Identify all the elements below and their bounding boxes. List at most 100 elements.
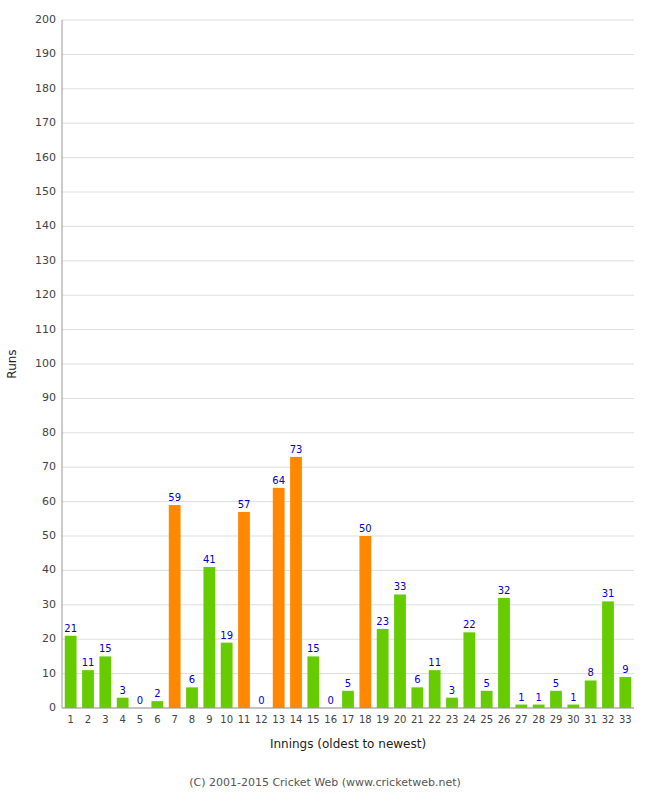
- bar: [151, 701, 163, 708]
- grid-line: [62, 604, 634, 605]
- data-label: 5: [553, 678, 559, 689]
- y-tick-label: 170: [35, 116, 56, 129]
- grid-line: [62, 570, 634, 571]
- x-tick-label: 12: [255, 714, 268, 725]
- bar: [273, 488, 285, 708]
- y-tick-label: 130: [35, 254, 56, 267]
- grid-line: [62, 501, 634, 502]
- bar: [585, 680, 597, 708]
- data-label: 15: [307, 643, 320, 654]
- data-label: 32: [498, 585, 511, 596]
- data-label: 22: [463, 619, 476, 630]
- data-label: 9: [622, 664, 628, 675]
- bar: [619, 677, 631, 708]
- x-tick-label: 5: [137, 714, 143, 725]
- x-tick-label: 30: [567, 714, 580, 725]
- y-tick-label: 70: [42, 460, 56, 473]
- bar: [117, 698, 129, 708]
- y-axis: 0102030405060708090100110120130140150160…: [35, 13, 56, 714]
- data-label: 3: [119, 685, 125, 696]
- y-tick-label: 190: [35, 47, 56, 60]
- grid-line: [62, 157, 634, 158]
- data-labels: 2111153025964119570647315055023336113225…: [64, 444, 628, 706]
- y-tick-label: 20: [42, 632, 56, 645]
- data-label: 64: [272, 475, 285, 486]
- data-label: 0: [137, 695, 143, 706]
- x-axis: 1234567891011121314151617181920212223242…: [67, 714, 631, 725]
- x-tick-label: 18: [359, 714, 372, 725]
- y-tick-label: 140: [35, 219, 56, 232]
- data-label: 73: [290, 444, 303, 455]
- grid-line: [62, 226, 634, 227]
- bar: [203, 567, 215, 708]
- footer: (C) 2001-2015 Cricket Web (www.cricketwe…: [189, 776, 461, 789]
- x-tick-label: 17: [342, 714, 355, 725]
- x-tick-label: 8: [189, 714, 195, 725]
- data-label: 50: [359, 523, 372, 534]
- data-label: 6: [414, 674, 420, 685]
- grid-line: [62, 708, 634, 709]
- grid-line: [62, 536, 634, 537]
- y-tick-label: 100: [35, 357, 56, 370]
- data-label: 5: [345, 678, 351, 689]
- x-tick-label: 19: [376, 714, 389, 725]
- x-axis-line: [62, 708, 634, 709]
- bar: [429, 670, 441, 708]
- data-label: 0: [258, 695, 264, 706]
- y-tick-label: 120: [35, 288, 56, 301]
- x-tick-label: 14: [290, 714, 303, 725]
- bar: [65, 636, 77, 708]
- x-axis-label: Innings (oldest to newest): [270, 737, 426, 751]
- grid-line: [62, 364, 634, 365]
- data-label: 41: [203, 554, 216, 565]
- grid-line: [62, 20, 634, 21]
- y-tick-label: 80: [42, 426, 56, 439]
- y-tick-label: 30: [42, 598, 56, 611]
- y-tick-label: 40: [42, 563, 56, 576]
- grid: [62, 20, 634, 708]
- x-tick-label: 7: [171, 714, 177, 725]
- grid-line: [62, 398, 634, 399]
- x-tick-label: 27: [515, 714, 528, 725]
- y-tick-label: 160: [35, 151, 56, 164]
- y-tick-label: 150: [35, 185, 56, 198]
- x-tick-label: 25: [480, 714, 493, 725]
- y-tick-label: 200: [35, 13, 56, 26]
- x-tick-label: 9: [206, 714, 212, 725]
- bars: [65, 457, 631, 708]
- bar: [411, 687, 423, 708]
- bar: [515, 705, 527, 708]
- data-label: 31: [602, 588, 615, 599]
- data-label: 0: [327, 695, 333, 706]
- bar: [498, 598, 510, 708]
- bar: [238, 512, 250, 708]
- x-tick-label: 15: [307, 714, 320, 725]
- data-label: 1: [535, 692, 541, 703]
- bar: [550, 691, 562, 708]
- x-tick-label: 3: [102, 714, 108, 725]
- x-tick-label: 6: [154, 714, 160, 725]
- bar: [463, 632, 475, 708]
- data-label: 19: [220, 630, 233, 641]
- bar: [359, 536, 371, 708]
- grid-line: [62, 260, 634, 261]
- y-tick-label: 110: [35, 323, 56, 336]
- y-axis-line: [62, 20, 63, 708]
- grid-line: [62, 432, 634, 433]
- x-tick-label: 31: [584, 714, 597, 725]
- x-tick-label: 21: [411, 714, 424, 725]
- x-tick-label: 4: [119, 714, 125, 725]
- data-label: 33: [394, 581, 407, 592]
- grid-line: [62, 123, 634, 124]
- y-tick-label: 180: [35, 82, 56, 95]
- x-tick-label: 20: [394, 714, 407, 725]
- bar: [602, 601, 614, 708]
- data-label: 5: [483, 678, 489, 689]
- y-tick-label: 0: [49, 701, 56, 714]
- bar: [221, 643, 233, 708]
- x-tick-label: 28: [532, 714, 545, 725]
- bar: [481, 691, 493, 708]
- grid-line: [62, 192, 634, 193]
- data-label: 15: [99, 643, 112, 654]
- bar: [567, 705, 579, 708]
